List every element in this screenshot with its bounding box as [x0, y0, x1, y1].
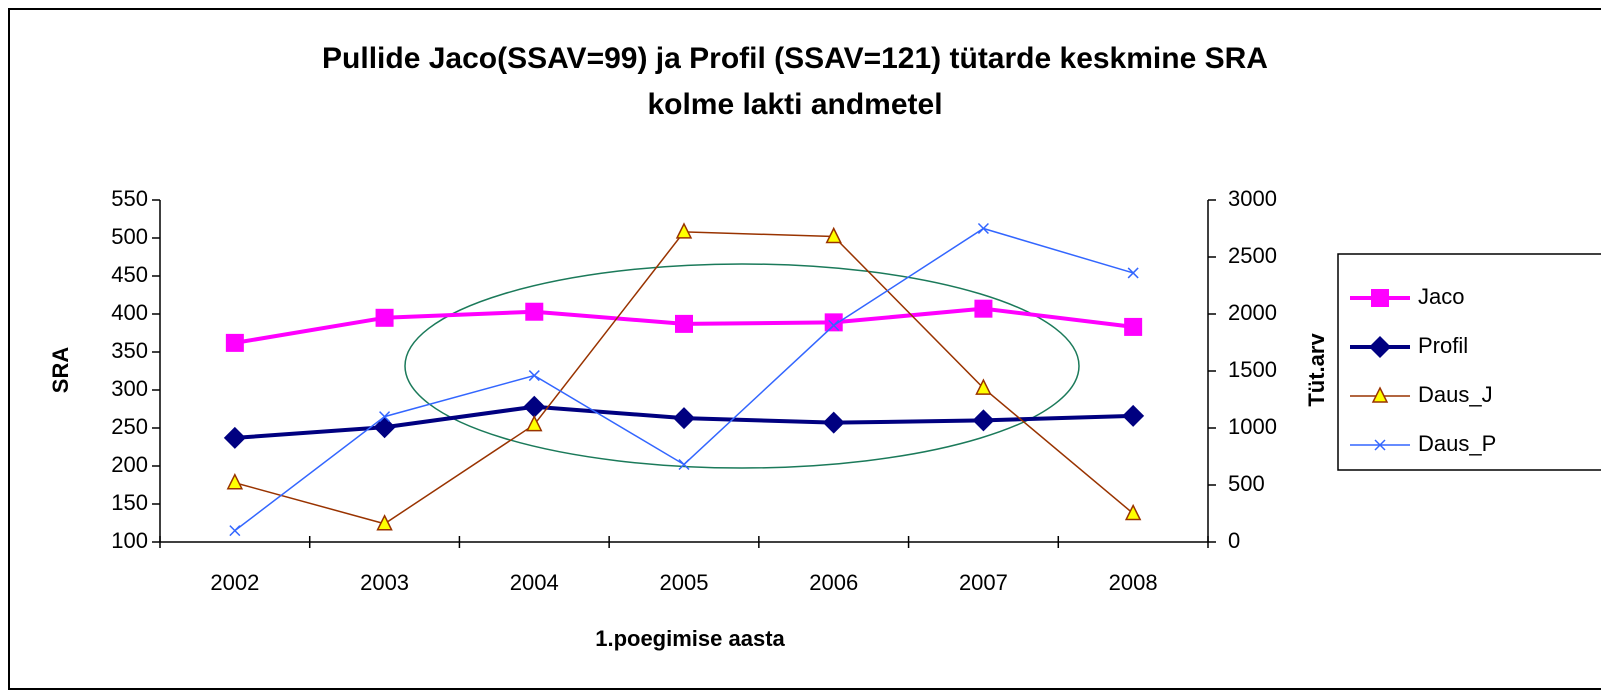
x-tick-label: 2006	[809, 570, 858, 595]
y-tick-label: 200	[111, 452, 148, 477]
y2-tick-label: 3000	[1228, 186, 1277, 211]
marker	[673, 407, 695, 430]
marker	[828, 319, 840, 331]
marker	[1122, 404, 1145, 427]
legend-label: Profil	[1418, 333, 1468, 358]
marker	[223, 426, 246, 449]
x-tick-label: 2003	[360, 570, 409, 595]
y-tick-label: 100	[111, 528, 148, 553]
y2-tick-label: 2500	[1228, 243, 1277, 268]
y-tick-label: 350	[111, 338, 148, 363]
legend-label: Jaco	[1418, 284, 1464, 309]
marker	[972, 409, 995, 432]
marker	[977, 222, 989, 235]
marker	[528, 370, 540, 382]
y-tick-label: 150	[111, 490, 148, 515]
x-tick-label: 2005	[660, 570, 709, 595]
y2-tick-label: 2000	[1228, 300, 1277, 325]
y-tick-label: 550	[111, 186, 148, 211]
legend-marker	[1371, 289, 1389, 307]
y2-tick-label: 1500	[1228, 357, 1277, 382]
marker	[225, 333, 244, 352]
marker	[226, 473, 244, 490]
marker	[376, 514, 393, 531]
marker	[523, 395, 546, 418]
marker	[375, 308, 394, 327]
marker	[229, 525, 241, 537]
y-tick-label: 300	[111, 376, 148, 401]
y2-tick-label: 0	[1228, 528, 1240, 553]
marker	[675, 314, 693, 333]
marker	[678, 458, 690, 471]
y2-tick-label: 1000	[1228, 414, 1277, 439]
marker	[825, 226, 842, 244]
legend-label: Daus_P	[1418, 431, 1496, 456]
marker	[822, 411, 845, 434]
marker	[526, 414, 543, 432]
x-tick-label: 2002	[210, 570, 259, 595]
legend-marker	[1374, 439, 1386, 451]
legend-marker	[1371, 386, 1389, 403]
chart-title: kolme lakti andmetel	[647, 88, 942, 121]
chart-title: Pullide Jaco(SSAV=99) ja Profil (SSAV=12…	[322, 42, 1268, 75]
y2-axis-label: Tüt.arv	[1304, 333, 1329, 407]
marker	[525, 302, 544, 321]
y-tick-label: 500	[111, 224, 148, 249]
marker	[1124, 503, 1142, 521]
y2-tick-label: 500	[1228, 471, 1265, 496]
legend-label: Daus_J	[1418, 382, 1493, 407]
marker	[824, 313, 843, 332]
y-axis-label: SRA	[48, 347, 73, 394]
marker	[1124, 317, 1143, 336]
x-tick-label: 2007	[959, 570, 1008, 595]
marker	[379, 411, 391, 423]
x-axis-label: 1.poegimise aasta	[595, 626, 785, 651]
marker	[373, 416, 396, 439]
marker	[974, 299, 993, 318]
chart-frame	[8, 8, 1601, 690]
marker	[975, 378, 992, 395]
y-tick-label: 450	[111, 262, 148, 287]
x-tick-label: 2008	[1109, 570, 1158, 595]
highlight-ellipse	[404, 263, 1080, 469]
marker	[1127, 267, 1139, 279]
legend-marker	[1369, 336, 1391, 358]
y-tick-label: 400	[111, 300, 148, 325]
marker	[675, 222, 693, 239]
x-tick-label: 2004	[510, 570, 559, 595]
y-tick-label: 250	[111, 414, 148, 439]
